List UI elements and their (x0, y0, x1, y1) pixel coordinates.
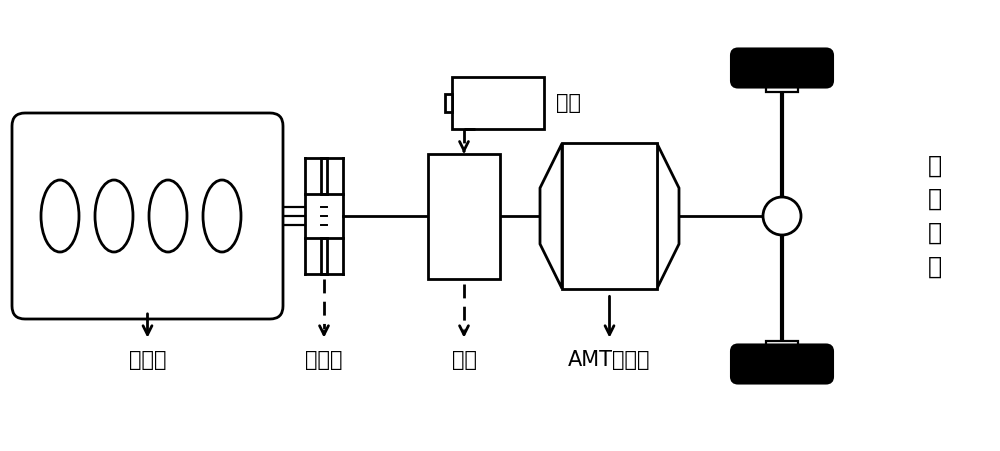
Circle shape (763, 197, 801, 235)
Text: 电机: 电机 (452, 350, 477, 371)
Ellipse shape (203, 180, 241, 252)
Bar (452, 77, 544, 129)
Bar (766, 341, 798, 351)
Ellipse shape (41, 180, 79, 252)
Ellipse shape (149, 180, 187, 252)
Text: AMT变速器: AMT变速器 (568, 350, 651, 371)
Bar (766, 80, 798, 92)
FancyBboxPatch shape (12, 113, 283, 319)
Text: 主
减
速
器: 主 减 速 器 (928, 154, 942, 278)
Bar (428, 153, 500, 279)
Bar (445, 94, 452, 112)
Ellipse shape (95, 180, 133, 252)
Polygon shape (657, 143, 679, 289)
Text: 发动机: 发动机 (129, 350, 166, 371)
FancyBboxPatch shape (731, 49, 833, 87)
FancyBboxPatch shape (731, 345, 833, 383)
Bar (562, 143, 657, 289)
Text: 电池: 电池 (556, 93, 581, 113)
Text: 离合器: 离合器 (305, 350, 343, 371)
Polygon shape (540, 143, 562, 289)
